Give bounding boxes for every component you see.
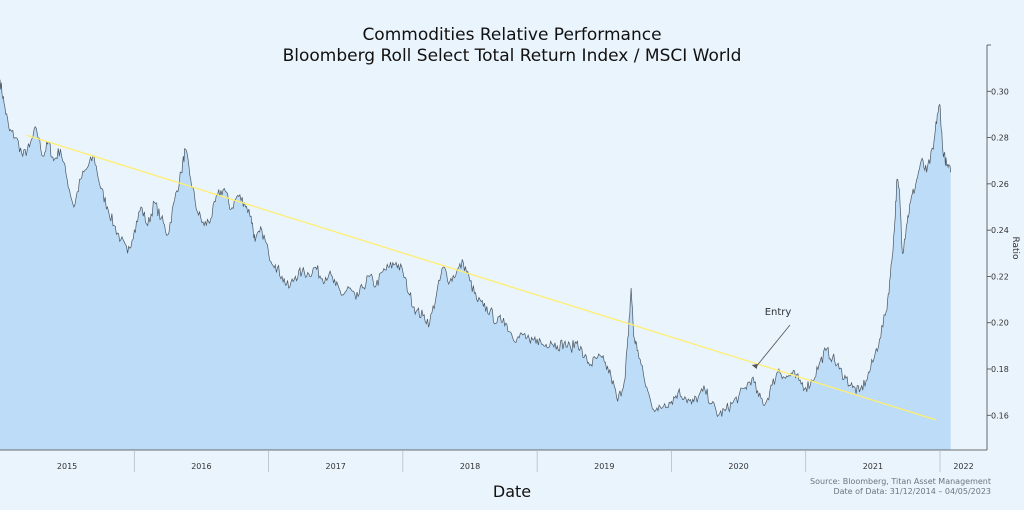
- y-tick-label: 0.28: [991, 134, 1009, 143]
- plot-area: [0, 79, 952, 450]
- x-tick-label: 2017: [326, 462, 346, 471]
- y-tick-label: 0.26: [991, 180, 1009, 189]
- x-tick-label: 2018: [460, 462, 480, 471]
- x-tick-label: 2015: [57, 462, 77, 471]
- trend-line: [26, 134, 937, 421]
- x-axis-label: Date: [493, 482, 531, 501]
- entry-arrow-head: [751, 363, 758, 369]
- series-area-fill: [0, 79, 951, 450]
- x-tick-label: 2019: [594, 462, 614, 471]
- chart-subtitle: Bloomberg Roll Select Total Return Index…: [283, 46, 742, 66]
- chart-title: Commodities Relative Performance: [362, 25, 661, 45]
- x-tick-label: 2022: [953, 462, 973, 471]
- y-tick-label: 0.18: [991, 365, 1009, 374]
- y-axis-label: Ratio: [1010, 236, 1020, 260]
- x-tick-label: 2020: [728, 462, 748, 471]
- source-line-2: Date of Data: 31/12/2014 – 04/05/2023: [833, 487, 991, 496]
- y-tick-label: 0.22: [991, 272, 1009, 281]
- y-tick-label: 0.24: [991, 226, 1009, 235]
- x-tick-label: 2021: [863, 462, 883, 471]
- series-line-ratio: [0, 79, 952, 418]
- y-tick-label: 0.16: [991, 411, 1009, 420]
- source-line-1: Source: Bloomberg, Titan Asset Managemen…: [810, 477, 991, 486]
- y-tick-label: 0.20: [991, 319, 1009, 328]
- y-tick-label: 0.30: [991, 87, 1009, 96]
- axes: 2015 2016 2017 2018 2019 2020 2021 2022 0.16 0.18…: [0, 44, 1009, 472]
- x-tick-label: 2016: [191, 462, 211, 471]
- entry-arrow: [756, 324, 791, 367]
- entry-annotation: Entry: [765, 307, 792, 318]
